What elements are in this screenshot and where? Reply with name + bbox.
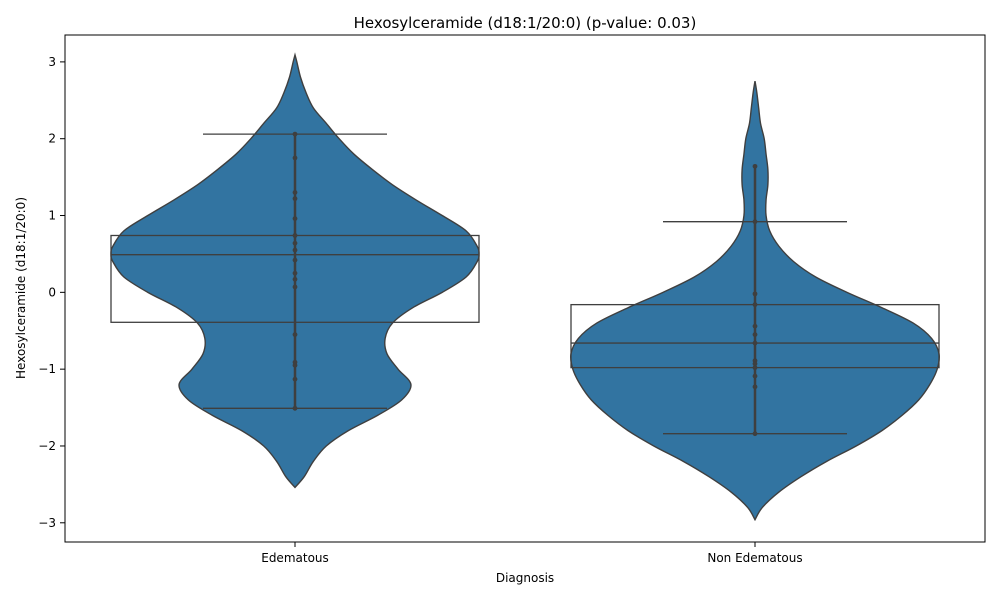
data-point — [292, 362, 298, 368]
x-tick-label: Non Edematous — [707, 551, 802, 565]
data-point — [292, 233, 298, 238]
data-point — [292, 276, 298, 282]
y-tick-label: −2 — [38, 439, 56, 453]
data-point — [752, 219, 758, 225]
plot-frame — [64, 34, 986, 543]
data-point — [752, 291, 758, 297]
data-point — [292, 240, 298, 246]
data-point — [292, 405, 298, 411]
data-point — [752, 384, 758, 390]
data-point — [292, 247, 298, 253]
y-tick-label: 0 — [48, 285, 56, 299]
x-axis: Edematous Non Edematous — [261, 542, 803, 565]
y-tick-label: −1 — [38, 362, 56, 376]
data-point — [752, 163, 758, 169]
data-point — [292, 284, 298, 290]
data-point — [292, 332, 298, 337]
data-point — [292, 216, 298, 221]
plot-area — [110, 52, 941, 522]
x-axis-label: Diagnosis — [496, 571, 554, 585]
y-tick-label: 1 — [48, 209, 56, 223]
data-point — [752, 431, 758, 437]
data-point — [292, 196, 298, 202]
violin-group — [110, 52, 480, 489]
data-point — [292, 257, 298, 263]
data-point — [752, 365, 758, 371]
data-point — [292, 376, 298, 382]
data-point — [752, 340, 758, 346]
y-axis-label: Hexosylceramide (d18:1/20:0) — [14, 197, 28, 379]
data-point — [752, 323, 758, 329]
y-tick-label: 3 — [48, 55, 56, 69]
y-tick-label: 2 — [48, 132, 56, 146]
data-point — [292, 131, 298, 137]
y-tick-label: −3 — [38, 516, 56, 530]
data-point — [752, 373, 758, 379]
data-point — [752, 332, 758, 337]
y-axis: −3 −2 −1 0 1 2 3 — [38, 55, 65, 530]
data-point — [292, 270, 298, 276]
data-point — [752, 361, 758, 367]
data-point — [752, 302, 758, 308]
x-tick-label: Edematous — [261, 551, 329, 565]
data-point — [292, 190, 298, 195]
violin-group — [569, 80, 941, 522]
chart-title: Hexosylceramide (d18:1/20:0) (p-value: 0… — [354, 14, 697, 32]
data-point — [292, 155, 298, 161]
